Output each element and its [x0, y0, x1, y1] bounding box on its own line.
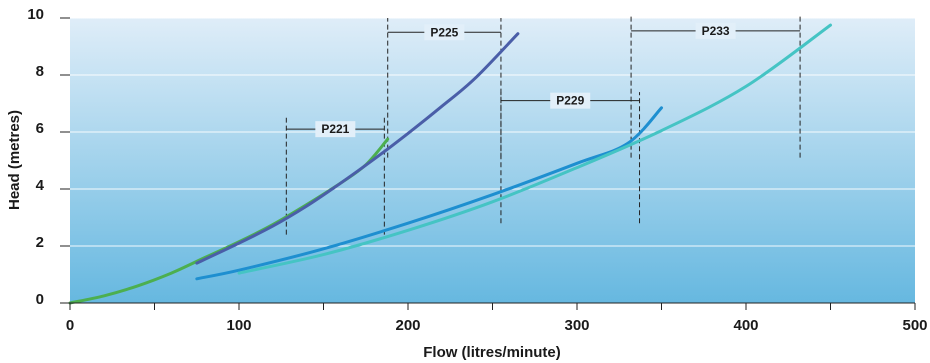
x-axis-title: Flow (litres/minute) — [423, 344, 561, 361]
range-p233: P233 — [630, 15, 801, 158]
x-tick-label-500: 500 — [902, 317, 927, 334]
range-p225: P225 — [387, 18, 502, 158]
range-label-bg-p221 — [315, 121, 356, 138]
series-line-p233 — [237, 23, 832, 275]
range-label-p233: P233 — [702, 24, 730, 38]
range-label-p229: P229 — [556, 94, 584, 108]
range-label-p225: P225 — [430, 25, 458, 39]
range-p229: P229 — [500, 92, 641, 224]
y-tick-label-10: 10 — [27, 6, 44, 23]
x-tick-label-300: 300 — [564, 317, 589, 334]
axes: 0 100 200 300 400 500 0 2 4 6 8 10 — [27, 6, 927, 334]
range-label-bg-p229 — [550, 92, 591, 109]
range-label-bg-p225 — [424, 24, 465, 41]
y-axis-title: Head (metres) — [6, 110, 23, 210]
series-lines — [68, 23, 832, 305]
x-tick-label-0: 0 — [66, 317, 74, 334]
x-tick-label-200: 200 — [395, 317, 420, 334]
range-label-p221: P221 — [321, 122, 349, 136]
y-tick-label-2: 2 — [36, 234, 44, 251]
grid-lines — [70, 17, 915, 247]
series-line-p225 — [195, 32, 520, 265]
y-tick-label-8: 8 — [36, 63, 44, 80]
x-tick-label-100: 100 — [226, 317, 251, 334]
y-tick-label-6: 6 — [36, 120, 44, 137]
y-tick-label-4: 4 — [36, 177, 45, 194]
range-p221: P221 — [285, 117, 385, 235]
range-markers: P221 P225 P229 P233 — [285, 15, 801, 235]
x-tick-label-400: 400 — [733, 317, 758, 334]
range-label-bg-p233 — [695, 22, 736, 39]
y-tick-label-0: 0 — [36, 291, 44, 308]
